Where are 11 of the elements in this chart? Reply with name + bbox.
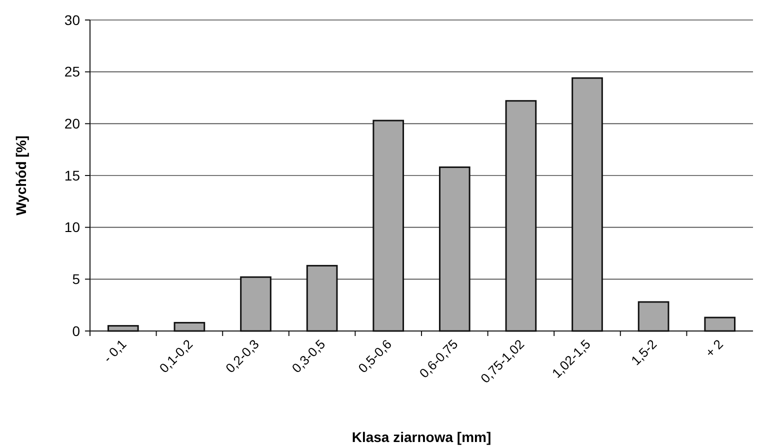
y-tick-label: 30 <box>64 12 80 28</box>
y-tick-label: 15 <box>64 167 80 184</box>
y-tick-label: 25 <box>64 64 80 80</box>
y-tick-label: 0 <box>72 322 80 339</box>
x-tick-label: - 0,1 <box>100 336 130 366</box>
y-tick-label: 5 <box>72 271 80 288</box>
y-tick-label: 20 <box>64 116 80 132</box>
x-tick-label: + 2 <box>702 336 726 360</box>
y-axis-title: Wychód [%] <box>13 136 29 216</box>
y-tick-label: 10 <box>64 219 80 236</box>
x-axis-title: Klasa ziarnowa [mm] <box>352 429 492 445</box>
